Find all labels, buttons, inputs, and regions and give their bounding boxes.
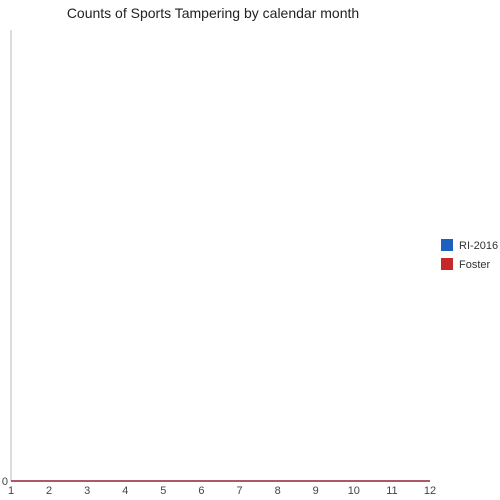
x-tick-label: 4: [122, 485, 128, 497]
x-tick-label: 8: [275, 485, 281, 497]
x-tick-label: 1: [8, 485, 14, 497]
x-tick-labels: 1 2 3 4 5 6 7 8 9 10 11 12: [8, 485, 436, 497]
y-tick-label: 0: [2, 476, 8, 488]
x-tick-label: 6: [198, 485, 204, 497]
legend-swatch-ri-2016: [441, 239, 453, 251]
chart-title: Counts of Sports Tampering by calendar m…: [67, 5, 359, 21]
x-tick-label: 12: [424, 485, 436, 497]
x-tick-label: 5: [160, 485, 166, 497]
legend-label-foster: Foster: [459, 259, 491, 271]
x-tick-label: 10: [348, 485, 360, 497]
x-tick-label: 2: [46, 485, 52, 497]
legend-label-ri-2016: RI-2016: [459, 240, 498, 252]
x-tick-label: 3: [84, 485, 90, 497]
legend: RI-2016 Foster: [441, 239, 498, 271]
x-tick-label: 11: [386, 485, 397, 497]
x-tick-label: 9: [313, 485, 319, 497]
y-tick-labels: 0: [2, 476, 8, 488]
x-tick-label: 7: [236, 485, 242, 497]
legend-swatch-foster: [441, 258, 453, 270]
